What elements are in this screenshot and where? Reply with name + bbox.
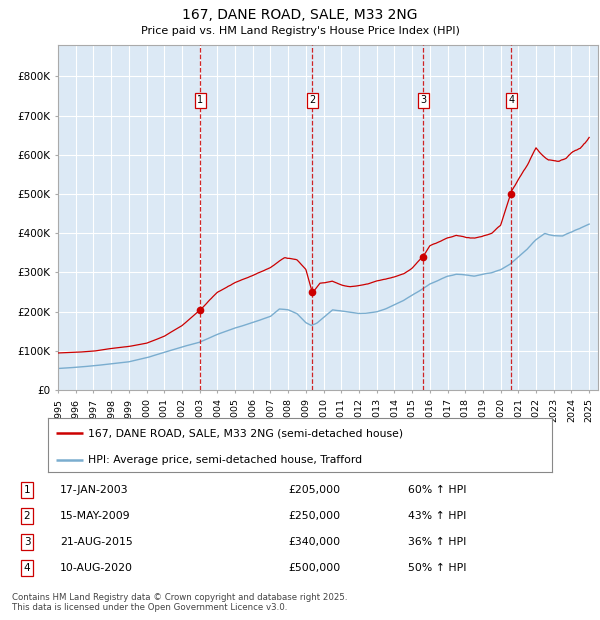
Text: £500,000: £500,000 (288, 563, 340, 573)
Text: £250,000: £250,000 (288, 511, 340, 521)
Text: Contains HM Land Registry data © Crown copyright and database right 2025.
This d: Contains HM Land Registry data © Crown c… (12, 593, 347, 612)
Text: £340,000: £340,000 (288, 537, 340, 547)
Text: 10-AUG-2020: 10-AUG-2020 (60, 563, 133, 573)
Text: 2: 2 (23, 511, 31, 521)
Text: 1: 1 (197, 95, 203, 105)
Text: 167, DANE ROAD, SALE, M33 2NG (semi-detached house): 167, DANE ROAD, SALE, M33 2NG (semi-deta… (88, 428, 403, 438)
Text: 3: 3 (23, 537, 31, 547)
Text: 3: 3 (421, 95, 427, 105)
Text: 4: 4 (508, 95, 514, 105)
Text: 21-AUG-2015: 21-AUG-2015 (60, 537, 133, 547)
Text: Price paid vs. HM Land Registry's House Price Index (HPI): Price paid vs. HM Land Registry's House … (140, 26, 460, 36)
Text: 2: 2 (309, 95, 316, 105)
Text: 4: 4 (23, 563, 31, 573)
Text: 1: 1 (23, 485, 31, 495)
Text: 15-MAY-2009: 15-MAY-2009 (60, 511, 131, 521)
Text: 50% ↑ HPI: 50% ↑ HPI (408, 563, 467, 573)
Text: £205,000: £205,000 (288, 485, 340, 495)
Text: 36% ↑ HPI: 36% ↑ HPI (408, 537, 466, 547)
Text: 167, DANE ROAD, SALE, M33 2NG: 167, DANE ROAD, SALE, M33 2NG (182, 8, 418, 22)
Text: HPI: Average price, semi-detached house, Trafford: HPI: Average price, semi-detached house,… (88, 455, 362, 465)
Text: 17-JAN-2003: 17-JAN-2003 (60, 485, 128, 495)
Text: 60% ↑ HPI: 60% ↑ HPI (408, 485, 467, 495)
Text: 43% ↑ HPI: 43% ↑ HPI (408, 511, 466, 521)
